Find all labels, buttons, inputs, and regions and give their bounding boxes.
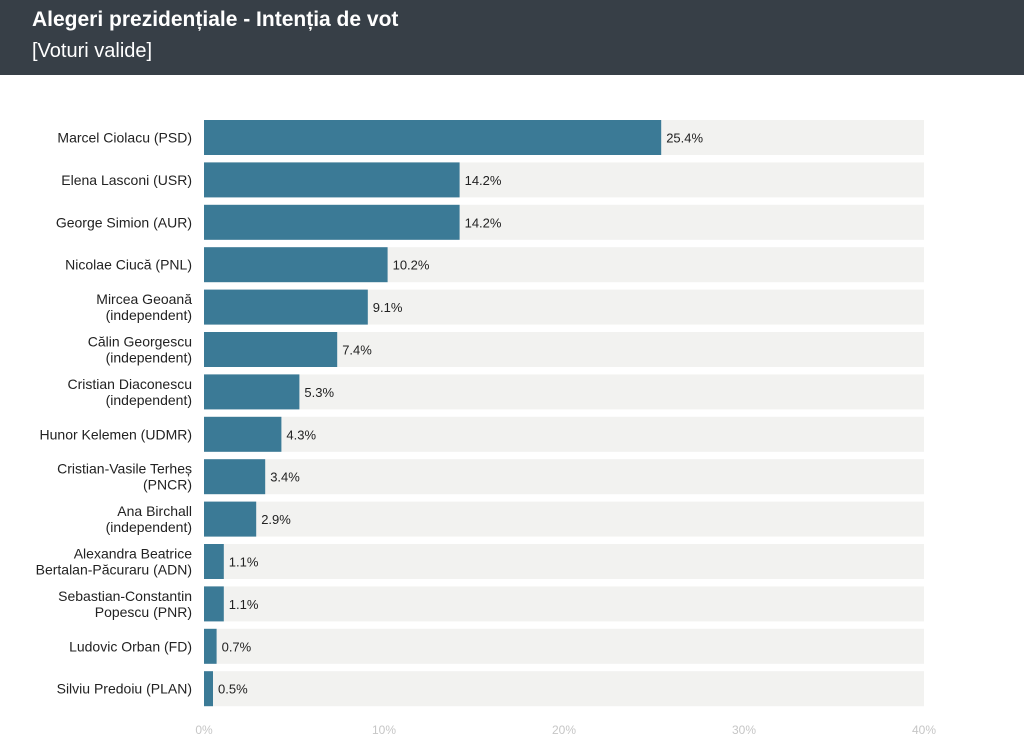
category-label: (independent) xyxy=(106,519,192,535)
bar xyxy=(204,247,388,283)
category-label: George Simion (AUR) xyxy=(56,214,192,230)
x-tick-label: 10% xyxy=(372,723,396,737)
category-label: Nicolae Ciucă (PNL) xyxy=(65,257,192,273)
bar xyxy=(204,501,257,537)
bar xyxy=(204,374,300,410)
category-label: (independent) xyxy=(106,392,192,408)
category-label: Mircea Geoană xyxy=(96,291,192,307)
value-label: 1.1% xyxy=(229,555,259,570)
bar-track xyxy=(204,586,924,622)
value-label: 4.3% xyxy=(286,427,316,442)
category-label: Cristian-Vasile Terheș xyxy=(57,461,192,477)
bar-track xyxy=(204,416,924,452)
bar-track xyxy=(204,628,924,664)
bar xyxy=(204,332,338,367)
value-label: 9.1% xyxy=(373,300,403,315)
bar xyxy=(204,544,224,579)
value-label: 7.4% xyxy=(342,343,372,358)
bar-track xyxy=(204,501,924,537)
value-label: 10.2% xyxy=(393,258,430,273)
value-label: 14.2% xyxy=(465,215,502,230)
category-label: Bertalan-Păcuraru (ADN) xyxy=(36,562,192,578)
bar-track xyxy=(204,459,924,495)
category-label: Hunor Kelemen (UDMR) xyxy=(40,426,192,442)
chart-header: Alegeri prezidențiale - Intenția de vot … xyxy=(0,0,1024,75)
value-labels: 25.4% 14.2% 14.2% 10.2% 9.1% 7.4% 5.3% 4.3% 3.4%… xyxy=(218,131,704,697)
category-label: Silviu Predoiu (PLAN) xyxy=(57,681,192,697)
category-label: Popescu (PNR) xyxy=(95,604,192,620)
x-tick-label: 0% xyxy=(195,723,213,737)
category-label: Alexandra Beatrice xyxy=(74,546,193,562)
bar xyxy=(204,671,213,707)
x-tick-label: 20% xyxy=(552,723,576,737)
category-label: Marcel Ciolacu (PSD) xyxy=(57,130,192,146)
bar xyxy=(204,628,217,664)
category-label: Călin Georgescu xyxy=(88,334,192,350)
value-label: 5.3% xyxy=(304,385,334,400)
category-labels: Marcel Ciolacu (PSD) Elena Lasconi (USR) G… xyxy=(36,130,193,697)
bar-track xyxy=(204,374,924,410)
bar-track xyxy=(204,544,924,579)
bar xyxy=(204,459,266,495)
category-label: (PNCR) xyxy=(143,477,192,493)
category-label: Cristian Diaconescu xyxy=(68,376,193,392)
bars xyxy=(204,120,662,707)
bar xyxy=(204,162,460,198)
value-label: 14.2% xyxy=(465,173,502,188)
category-label: (independent) xyxy=(106,350,192,366)
chart-subtitle: [Voturi valide] xyxy=(32,40,153,62)
bar xyxy=(204,204,460,240)
bar xyxy=(204,289,368,325)
x-tick-label: 40% xyxy=(912,723,936,737)
bar xyxy=(204,586,224,622)
chart-title: Alegeri prezidențiale - Intenția de vot xyxy=(32,8,399,31)
value-label: 3.4% xyxy=(270,470,300,485)
x-axis-ticks: 0% 10% 20% 30% 40% xyxy=(195,723,936,737)
bar-track xyxy=(204,671,924,707)
category-label: Ana Birchall xyxy=(117,503,192,519)
value-label: 25.4% xyxy=(666,131,703,146)
category-label: Elena Lasconi (USR) xyxy=(61,172,192,188)
category-label: Sebastian-Constantin xyxy=(58,588,192,604)
category-label: Ludovic Orban (FD) xyxy=(69,638,192,654)
bar xyxy=(204,120,662,155)
category-label: (independent) xyxy=(106,307,192,323)
bar xyxy=(204,416,282,452)
value-label: 1.1% xyxy=(229,597,259,612)
value-label: 0.7% xyxy=(222,639,252,654)
value-label: 0.5% xyxy=(218,682,248,697)
x-tick-label: 30% xyxy=(732,723,756,737)
value-label: 2.9% xyxy=(261,512,291,527)
